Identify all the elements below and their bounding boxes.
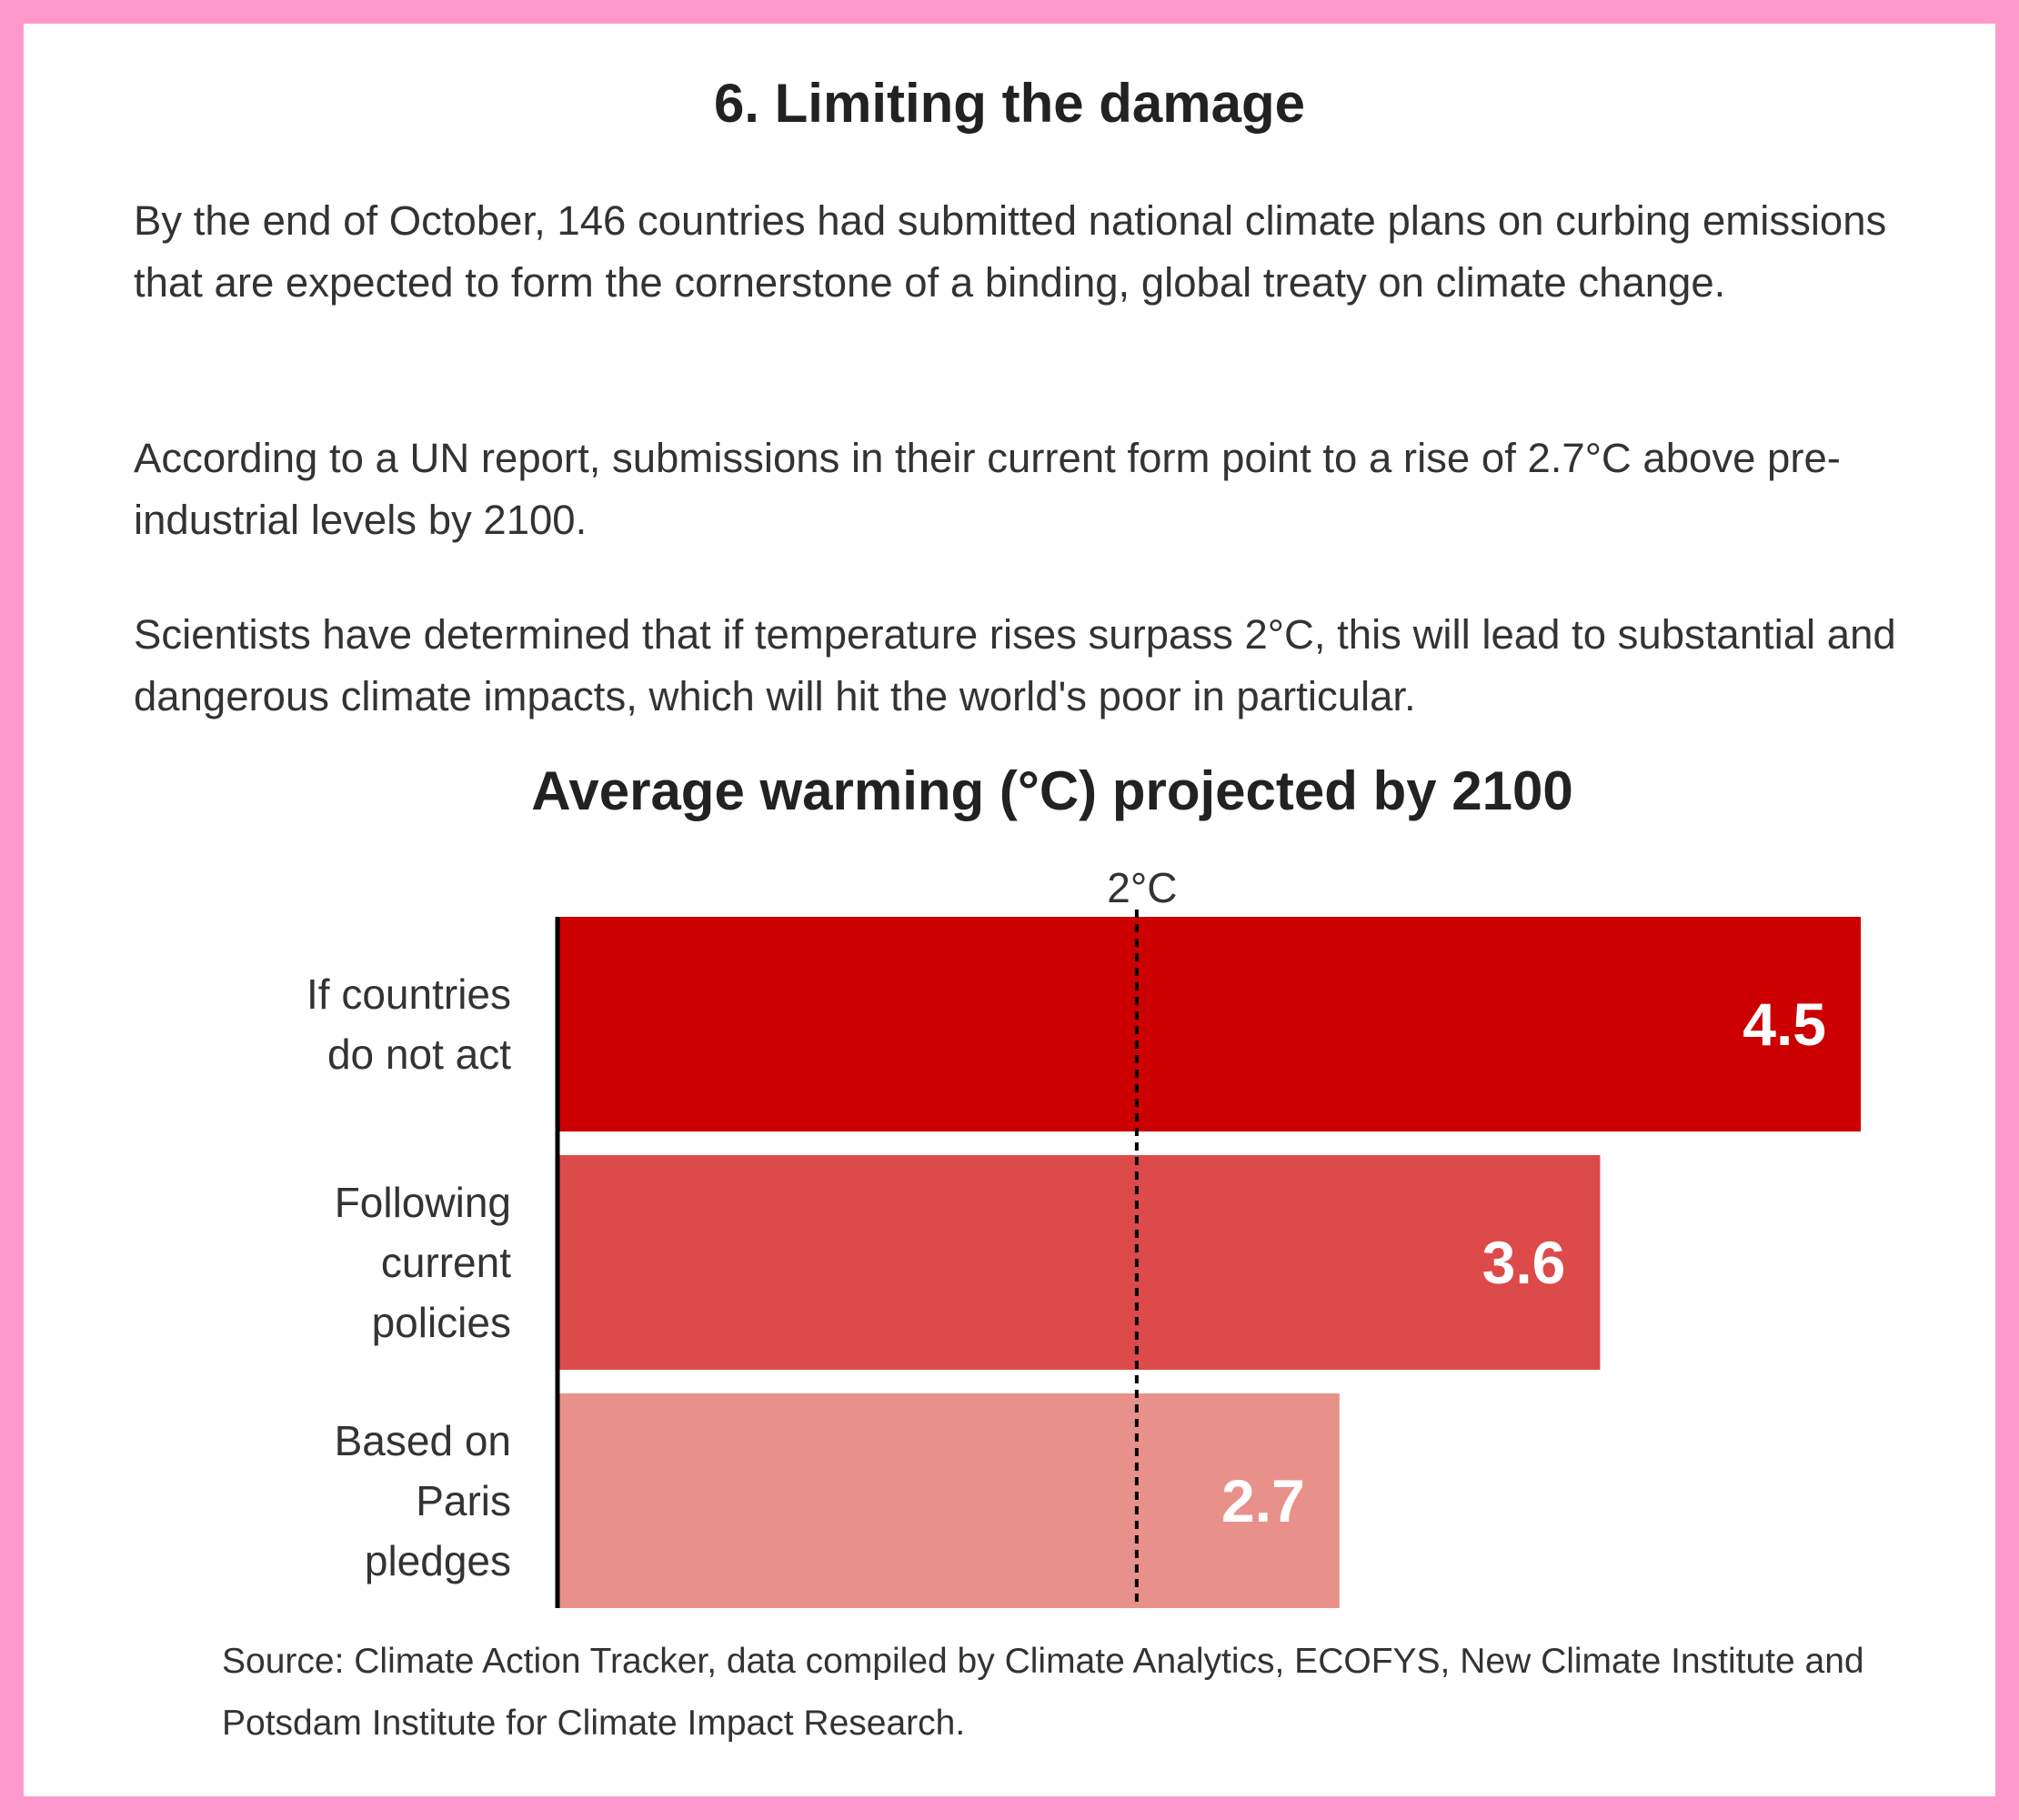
category-label-1: If countries do not act bbox=[306, 970, 511, 1078]
category-label-2: Following current policies bbox=[335, 1179, 512, 1346]
intro-paragraph: By the end of October, 146 countries had… bbox=[134, 197, 1887, 306]
bar-3 bbox=[557, 1393, 1340, 1608]
scientists-paragraph: Scientists have determined that if tempe… bbox=[134, 611, 1896, 719]
un-report-paragraph: According to a UN report, submissions in… bbox=[134, 435, 1841, 543]
bar-value-label-3: 2.7 bbox=[1221, 1467, 1305, 1534]
chart-title: Average warming (°C) projected by 2100 bbox=[531, 760, 1573, 821]
bar-value-label-2: 3.6 bbox=[1482, 1229, 1566, 1296]
category-labels-layer: If countries do not act Following current po… bbox=[306, 970, 511, 1584]
category-label-3: Based on Paris pledges bbox=[335, 1417, 511, 1584]
reference-line-label: 2°C bbox=[1107, 864, 1177, 911]
bar-1 bbox=[557, 917, 1861, 1131]
bars-layer: 4.5 3.6 2.7 bbox=[557, 917, 1861, 1608]
source-note: Source: Climate Action Tracker, data com… bbox=[222, 1642, 1864, 1743]
bar-2 bbox=[557, 1155, 1601, 1370]
section-heading: 6. Limiting the damage bbox=[713, 73, 1306, 134]
bar-value-label-1: 4.5 bbox=[1743, 990, 1826, 1058]
